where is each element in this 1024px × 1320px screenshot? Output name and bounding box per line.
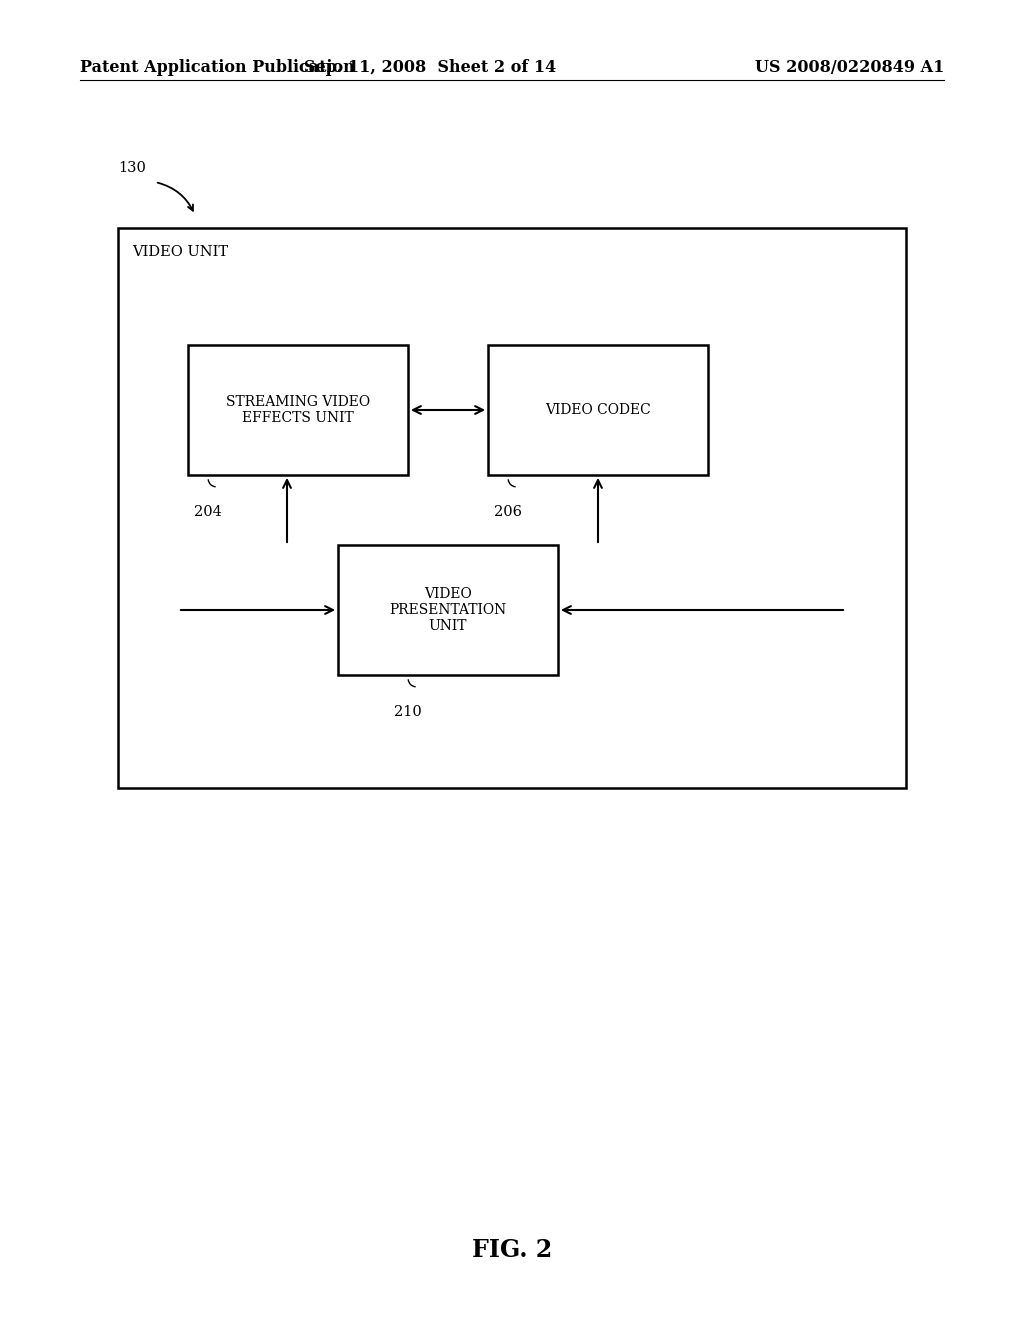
Bar — [338, 545, 558, 675]
Text: US 2008/0220849 A1: US 2008/0220849 A1 — [755, 59, 944, 77]
Text: STREAMING VIDEO
EFFECTS UNIT: STREAMING VIDEO EFFECTS UNIT — [226, 395, 370, 425]
Text: VIDEO CODEC: VIDEO CODEC — [545, 403, 651, 417]
Text: VIDEO UNIT: VIDEO UNIT — [132, 246, 228, 259]
Text: 210: 210 — [394, 705, 422, 719]
Bar — [188, 345, 408, 475]
Text: 206: 206 — [494, 506, 522, 519]
Text: FIG. 2: FIG. 2 — [472, 1238, 552, 1262]
Text: Sep. 11, 2008  Sheet 2 of 14: Sep. 11, 2008 Sheet 2 of 14 — [304, 59, 556, 77]
Bar — [488, 345, 708, 475]
Bar — [118, 228, 906, 788]
Text: VIDEO
PRESENTATION
UNIT: VIDEO PRESENTATION UNIT — [389, 587, 507, 634]
Text: Patent Application Publication: Patent Application Publication — [80, 59, 354, 77]
Text: 130: 130 — [118, 161, 145, 176]
Text: 204: 204 — [195, 506, 222, 519]
